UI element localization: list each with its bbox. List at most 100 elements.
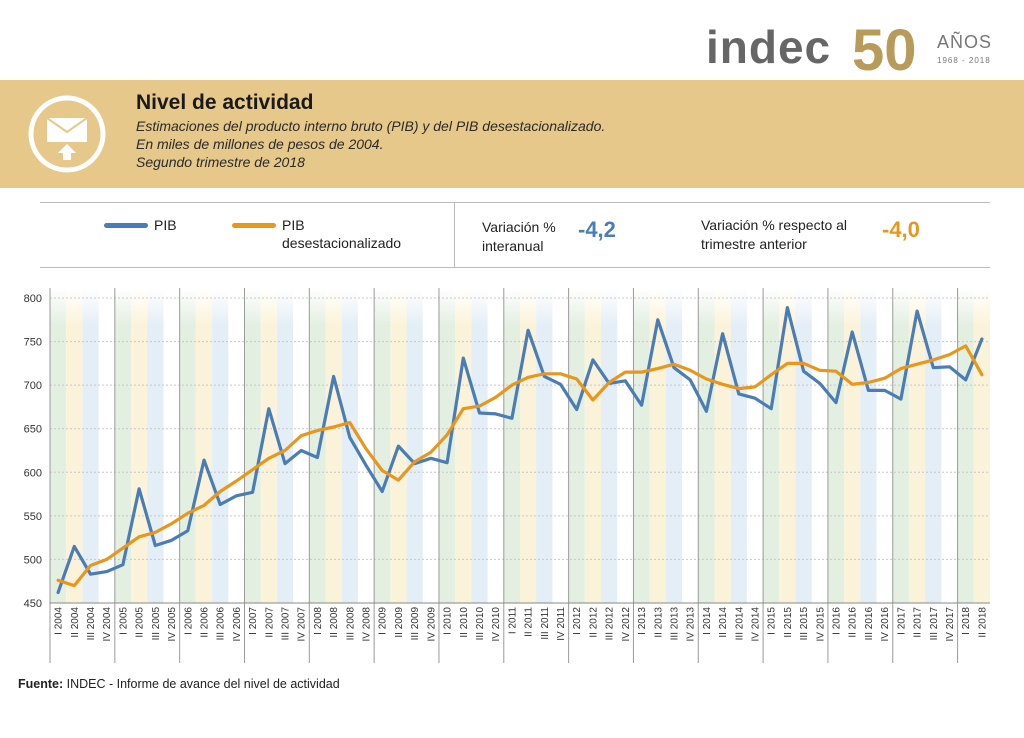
source-note: Fuente: INDEC - Informe de avance del ni…: [18, 677, 340, 691]
x-tick-label: IV 2009: [426, 607, 437, 642]
quarter-stripe: [730, 288, 747, 603]
header-band: Nivel de actividad Estimaciones del prod…: [0, 80, 1024, 188]
x-tick-label: I 2013: [637, 607, 648, 635]
x-tick-label: IV 2008: [362, 607, 373, 642]
x-tick-label: IV 2010: [491, 607, 502, 642]
quarter-stripe: [66, 288, 83, 603]
y-tick-label: 750: [24, 337, 42, 349]
x-tick-label: I 2014: [702, 607, 713, 635]
quarter-stripe: [374, 288, 391, 603]
var-interanual-label-1: Variación %: [482, 219, 556, 235]
quarter-stripe: [195, 288, 213, 603]
x-tick-label: III 2010: [475, 607, 486, 641]
x-tick-label: III 2005: [151, 607, 162, 641]
quarter-stripe: [438, 288, 456, 603]
quarter-stripe: [471, 288, 488, 603]
y-tick-label: 800: [24, 293, 42, 305]
legend-label-desest-1: PIB: [282, 217, 305, 233]
quarter-stripe: [584, 288, 602, 603]
x-tick-label: IV 2014: [751, 607, 762, 642]
x-tick-label: IV 2006: [232, 607, 243, 642]
x-tick-label: IV 2011: [556, 607, 567, 641]
source-text: INDEC - Informe de avance del nivel de a…: [66, 677, 340, 691]
quarter-stripe: [925, 288, 942, 603]
x-tick-label: IV 2012: [621, 607, 632, 642]
quarter-stripe: [244, 288, 261, 603]
x-tick-label: II 2012: [588, 607, 599, 638]
x-tick-label: II 2014: [718, 607, 729, 638]
x-tick-label: I 2004: [54, 607, 65, 635]
x-tick-label: III 2017: [929, 607, 940, 641]
y-tick-label: 700: [24, 380, 42, 392]
legend-swatch-pib: [104, 223, 148, 228]
logo-word: indec: [706, 21, 832, 73]
quarter-stripe: [520, 288, 537, 603]
x-tick-label: II 2010: [459, 607, 470, 638]
source-label: Fuente:: [18, 677, 64, 691]
quarter-stripe: [827, 288, 845, 603]
quarter-stripe: [212, 288, 229, 603]
var-trimestral-label-2: trimestre anterior: [701, 236, 807, 252]
y-tick-label: 500: [24, 554, 42, 566]
x-tick-label: I 2018: [961, 607, 972, 635]
quarter-stripe: [309, 288, 326, 603]
subtitle-1: Estimaciones del producto interno bruto …: [136, 118, 606, 134]
legend-separator: [454, 203, 455, 267]
quarter-stripe: [665, 288, 683, 603]
x-tick-label: II 2006: [199, 607, 210, 638]
x-tick-label: III 2007: [281, 607, 292, 641]
x-tick-label: II 2009: [394, 607, 405, 638]
x-tick-label: I 2007: [248, 607, 259, 635]
x-tick-label: IV 2015: [815, 607, 826, 642]
subtitle-3: Segundo trimestre de 2018: [136, 154, 305, 170]
page-title: Nivel de actividad: [136, 91, 314, 114]
quarter-stripe: [844, 288, 861, 603]
series-line-pib: [56, 306, 984, 595]
x-tick-label: IV 2004: [102, 607, 113, 642]
quarter-stripe: [179, 288, 196, 603]
quarter-stripe: [114, 288, 132, 603]
indec-logo: indec 50 AÑOS 1968 - 2018: [700, 18, 1010, 78]
x-tick-label: III 2011: [540, 607, 551, 640]
quarter-stripe: [860, 288, 877, 603]
quarter-stripe: [406, 288, 423, 603]
x-tick-label: II 2017: [913, 607, 924, 638]
quarter-stripe: [276, 288, 294, 603]
x-tick-label: II 2018: [977, 607, 988, 638]
x-tick-label: III 2008: [345, 607, 356, 641]
x-tick-label: IV 2007: [297, 607, 308, 642]
quarter-stripe: [633, 288, 650, 603]
x-tick-label: II 2011: [524, 607, 535, 637]
x-tick-label: III 2014: [734, 607, 745, 641]
quarter-stripe: [795, 288, 812, 603]
series-line-desest: [56, 344, 984, 588]
x-tick-label: III 2016: [864, 607, 875, 641]
x-tick-label: I 2009: [378, 607, 389, 635]
quarter-stripe: [714, 288, 731, 603]
quarter-stripe: [341, 288, 358, 603]
x-tick-label: I 2017: [896, 607, 907, 635]
x-tick-label: II 2004: [70, 607, 81, 638]
x-tick-label: IV 2013: [686, 607, 697, 642]
x-tick-label: III 2009: [410, 607, 421, 641]
quarter-stripe: [892, 288, 909, 603]
logo-anos: AÑOS: [937, 32, 993, 52]
x-tick-label: I 2010: [443, 607, 454, 635]
x-tick-label: II 2016: [848, 607, 859, 638]
var-trimestral-label-1: Variación % respecto al: [701, 217, 848, 233]
x-tick-label: III 2015: [799, 607, 810, 641]
quarter-stripe: [325, 288, 342, 603]
quarter-stripe: [50, 288, 67, 603]
quarter-stripe: [698, 288, 715, 603]
legend-swatch-desest: [232, 223, 276, 228]
x-tick-label: I 2015: [767, 607, 778, 635]
quarter-stripe: [147, 288, 164, 603]
var-interanual-label-2: interanual: [482, 238, 544, 254]
x-tick-label: I 2012: [572, 607, 583, 635]
x-tick-label: II 2015: [783, 607, 794, 638]
x-tick-label: II 2005: [135, 607, 146, 638]
x-tick-label: I 2016: [832, 607, 843, 635]
x-tick-label: I 2005: [118, 607, 129, 635]
quarter-stripe: [503, 288, 520, 603]
envelope-upload-icon: [28, 95, 106, 173]
